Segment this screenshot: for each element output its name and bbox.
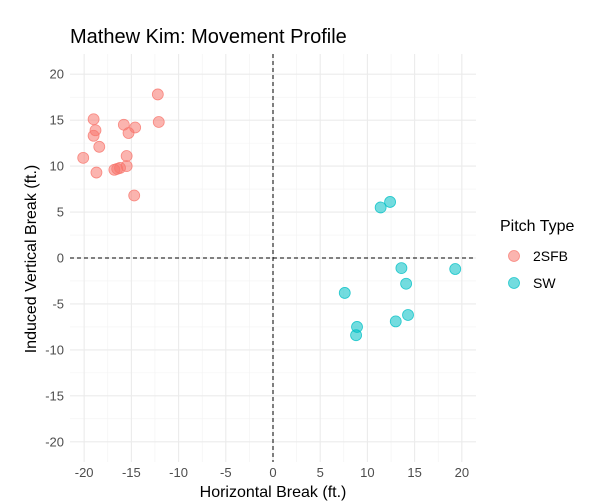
x-tick-label: 0 [269, 465, 276, 480]
data-point-2sfb [77, 151, 90, 164]
x-axis-title: Horizontal Break (ft.) [200, 484, 347, 501]
y-tick-label: -20 [45, 434, 64, 449]
legend-label-sw: SW [533, 275, 556, 291]
y-tick-label: 0 [57, 251, 64, 266]
y-axis-title: Induced Vertical Break (ft.) [23, 165, 40, 354]
data-point-2sfb [128, 189, 141, 202]
legend-key-sw [508, 277, 520, 289]
data-point-sw [384, 196, 396, 208]
data-point-sw [395, 262, 408, 275]
y-tick-label: -10 [45, 342, 64, 357]
data-points [77, 88, 462, 342]
y-tick-label: 20 [50, 67, 64, 82]
data-point-2sfb [87, 129, 100, 142]
x-tick-label: 5 [317, 465, 324, 480]
y-tick-label: 10 [50, 159, 64, 174]
data-point-sw [389, 315, 402, 328]
x-tick-label: -20 [75, 465, 94, 480]
data-point-2sfb [108, 163, 121, 176]
legend-title: Pitch Type [500, 218, 575, 235]
y-tick-label: -5 [52, 296, 64, 311]
data-point-2sfb [122, 127, 135, 139]
y-tick-label: -15 [45, 388, 64, 403]
x-tick-label: -10 [169, 465, 188, 480]
data-point-sw [338, 287, 351, 299]
x-tick-label: 10 [360, 465, 374, 480]
y-tick-label: 15 [50, 113, 64, 128]
data-point-2sfb [120, 150, 133, 162]
grid [70, 54, 476, 462]
x-tick-label: 15 [407, 465, 421, 480]
data-point-2sfb [87, 113, 100, 126]
data-point-sw [400, 277, 413, 290]
data-point-sw [350, 329, 362, 342]
legend-key-2sfb [508, 250, 520, 262]
data-point-2sfb [152, 116, 165, 128]
data-point-2sfb [90, 166, 103, 179]
x-tick-label: 20 [455, 465, 469, 480]
data-point-sw [374, 201, 387, 214]
data-point-2sfb [93, 140, 106, 153]
data-point-sw [449, 263, 462, 275]
x-tick-label: -5 [220, 465, 232, 480]
chart-title: Mathew Kim: Movement Profile [70, 26, 347, 48]
reference-lines [70, 54, 476, 462]
data-point-sw [402, 309, 414, 321]
y-tick-label: 5 [57, 205, 64, 220]
legend-label-2sfb: 2SFB [533, 248, 568, 264]
tick-labels: -20 -15 -10 -5 0 5 10 15 20 -20 -15 -10 -5 0 5 10 15 20 [45, 67, 469, 480]
legend: Pitch Type 2SFB SW [500, 218, 575, 291]
x-tick-label: -15 [122, 465, 141, 480]
data-point-2sfb [151, 88, 164, 101]
